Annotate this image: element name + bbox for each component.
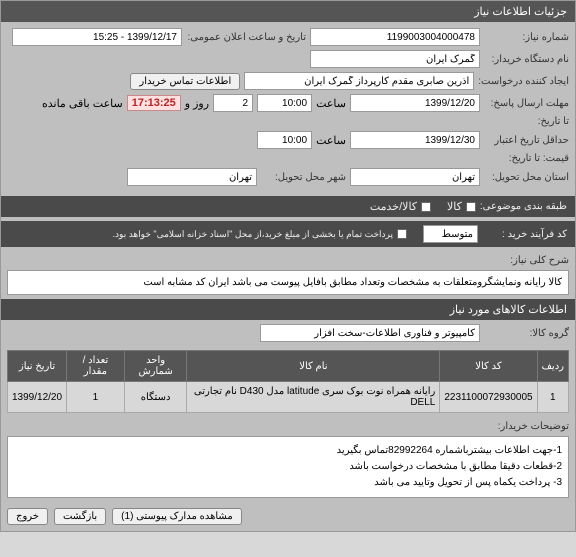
kala-text: کالا [447,200,462,213]
deadline-label: مهلت ارسال پاسخ: [484,98,569,109]
note-line-1: 1-جهت اطلاعات بیشترباشماره 82992264تماس … [14,443,562,459]
public-datetime-label: تاریخ و ساعت اعلان عمومی: [186,32,306,43]
buyer-org-input[interactable] [310,50,480,68]
window-title: جزئیات اطلاعات نیاز [1,1,575,22]
exit-button[interactable]: خروج [7,508,48,525]
buyer-notes-label: توضیحات خریدار: [484,421,569,432]
purchase-code-label: کد فرآیند خرید : [482,229,567,240]
cell-date: 1399/12/20 [8,382,67,413]
need-number-input[interactable] [310,28,480,46]
creator-label: ایجاد کننده درخواست: [478,76,569,87]
group-label: گروه کالا: [484,328,569,339]
back-button[interactable]: بازگشت [54,508,106,525]
service-text: کالا/خدمت [370,200,417,213]
remaining-label: ساعت باقی مانده [42,97,123,110]
delivery-province-input[interactable] [350,168,480,186]
days-label: روز و [185,97,209,110]
validity-label: حداقل تاریخ اعتبار [484,135,569,146]
cell-code: 2231100072930005 [440,382,537,413]
kala-radio[interactable] [466,202,476,212]
validity-time-input[interactable] [257,131,312,149]
public-datetime-input[interactable] [12,28,182,46]
remaining-time: 17:13:25 [127,95,181,111]
delivery-province-label: استان محل تحویل: [484,172,569,183]
creator-input[interactable] [244,72,474,90]
cell-row: 1 [537,382,568,413]
need-number-label: شماره نیاز: [484,32,569,43]
main-desc-label: شرح کلی نیاز: [484,255,569,266]
payment-note: پرداخت تمام یا بخشی از مبلغ خرید،از محل … [113,229,393,240]
deadline-label2: تا تاریخ: [484,116,569,127]
table-row: 1 2231100072930005 رایانه همراه نوت بوک … [8,382,569,413]
contact-buyer-button[interactable]: اطلاعات تماس خریدار [130,73,240,90]
deadline-days-input[interactable] [213,94,253,112]
validity-date-input[interactable] [350,131,480,149]
goods-table: ردیف کد کالا نام کالا واحد شمارش تعداد /… [7,350,569,413]
buyer-notes-box: 1-جهت اطلاعات بیشترباشماره 82992264تماس … [7,436,569,498]
group-input[interactable] [260,324,480,342]
deadline-time-input[interactable] [257,94,312,112]
attachments-button[interactable]: مشاهده مدارک پیوستی (1) [112,508,242,525]
goods-section-title: اطلاعات کالاهای مورد نیاز [1,299,575,320]
th-code: کد کالا [440,351,537,382]
delivery-city-input[interactable] [127,168,257,186]
th-qty: تعداد / مقدار [67,351,125,382]
purchase-code-input[interactable] [423,225,478,243]
buyer-org-label: نام دستگاه خریدار: [484,54,569,65]
validity-time-label: ساعت [316,134,346,147]
th-row: ردیف [537,351,568,382]
th-date: تاریخ نیاز [8,351,67,382]
cell-qty: 1 [67,382,125,413]
th-unit: واحد شمارش [124,351,187,382]
deadline-date-input[interactable] [350,94,480,112]
category-label: طبقه بندی موضوعی: [480,201,567,212]
note-line-3: 3- پرداخت یکماه پس از تحویل وتایید می با… [14,475,562,491]
note-line-2: 2-قطعات دقیقا مطابق با مشخصات درخواست با… [14,459,562,475]
deadline-time-label: ساعت [316,97,346,110]
delivery-city-label: شهر محل تحویل: [261,172,346,183]
main-desc-text: کالا رایانه ونمایشگرومتعلقات به مشخصات و… [7,270,569,295]
service-radio[interactable] [421,202,431,212]
th-name: نام کالا [187,351,440,382]
validity-label2: قیمت: تا تاریخ: [484,153,569,164]
payment-checkbox[interactable] [397,229,407,239]
cell-unit: دستگاه [124,382,187,413]
cell-name: رایانه همراه نوت بوک سری latitude مدل D4… [187,382,440,413]
